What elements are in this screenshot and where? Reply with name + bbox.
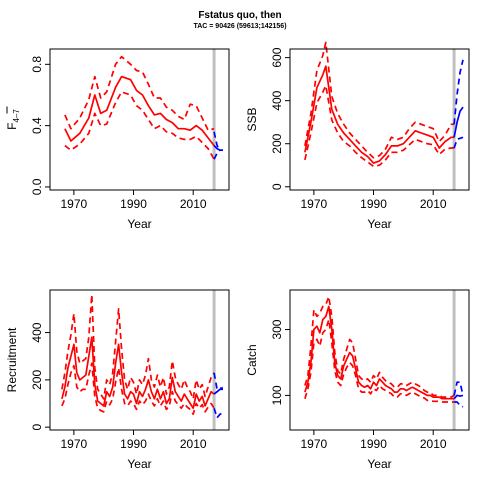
recruitment-x-axis-label: Year [127,457,151,471]
fbar-series-historic-bound-2 [64,91,215,160]
catch-y-tick-label: 100 [270,385,284,405]
fbar-y-tick-label: 0.4 [30,117,44,134]
ssb-x-tick-label: 2010 [420,197,447,211]
recruitment-plot-frame [49,289,230,431]
fbar-x-tick-label: 1970 [61,197,88,211]
ssb-y-tick-label: 200 [270,133,284,153]
recruitment-series-forecast-bound-5 [213,407,224,419]
fbar-x-tick-label: 2010 [180,197,207,211]
fbar-y-axis-label-subscript: 4–7 [12,109,21,123]
catch-series-forecast-median-3 [453,394,464,400]
recruitment-y-tick-label: 0 [30,424,44,431]
fbar-y-tick-label: 0.0 [30,178,44,195]
catch-x-tick-label: 1970 [301,437,328,451]
ssb-y-tick-label: 400 [270,90,284,110]
ssb-series-historic-median-0 [304,65,455,164]
ssb-series-forecast-bound-4 [453,59,464,125]
catch-y-tick-label: 300 [270,319,284,339]
ssb-x-tick-label: 1970 [301,197,328,211]
recruitment-series-forecast-median-3 [213,388,223,395]
recruitment-y-tick-label: 200 [30,370,44,390]
panel-ssb: 1970 1990 2010 0 200 400 600 Year SSB [245,41,470,231]
ssb-plot-frame [289,48,470,191]
catch-x-tick-label: 1990 [360,437,387,451]
ssb-y-tick-label: 0 [270,183,284,190]
figure-subtitle: TAC = 90426 (59613;142156) [193,23,287,30]
fbar-x-tick-label: 1990 [120,197,147,211]
recruitment-y-tick-label: 400 [30,322,44,342]
catch-x-axis-label: Year [367,457,391,471]
ssb-x-tick-label: 1990 [360,197,387,211]
recruitment-x-tick-label: 1970 [61,437,88,451]
fbar-y-tick-label: 0.8 [30,56,44,73]
ssb-y-tick-label: 600 [270,47,284,67]
catch-series-historic-bound-1 [304,295,455,398]
recruitment-x-tick-label: 1990 [120,437,147,451]
catch-plot-frame [289,289,470,431]
recruitment-y-axis-label: Recruitment [5,327,19,392]
panel-recruitment: 1970 1990 2010 0 200 400 Year Recruitment [5,289,230,471]
fbar-series-forecast-bound-5 [213,149,223,160]
ssb-series-forecast-median-3 [453,106,464,138]
recruitment-series-historic-bound-2 [61,362,215,416]
fbar-series-historic-bound-1 [64,55,215,132]
catch-y-axis-label: Catch [245,344,259,375]
ssb-y-axis-label: SSB [245,107,259,131]
catch-series-forecast-bound-4 [453,381,464,396]
catch-series-historic-median-0 [304,305,455,400]
ssb-series-historic-bound-2 [304,84,455,168]
recruitment-series-historic-median-0 [61,336,215,410]
recruitment-x-tick-label: 2010 [180,437,207,451]
catch-series-forecast-bound-5 [454,401,464,408]
recruitment-series-forecast-bound-4 [213,372,223,391]
fbar-x-axis-label: Year [127,217,151,231]
fbar-plot-frame [49,48,230,191]
catch-series-historic-bound-2 [304,318,455,403]
ssb-x-axis-label: Year [367,217,391,231]
recruitment-series-historic-bound-1 [61,293,215,400]
catch-x-tick-label: 2010 [420,437,447,451]
ssb-series-forecast-bound-5 [453,136,464,149]
figure-title: Fstatus quo, then [198,10,282,21]
ssb-series-historic-bound-1 [304,41,455,159]
panel-catch: 1970 1990 2010 100 300 Year Catch [245,289,470,471]
fbar-series-historic-median-0 [64,75,215,147]
